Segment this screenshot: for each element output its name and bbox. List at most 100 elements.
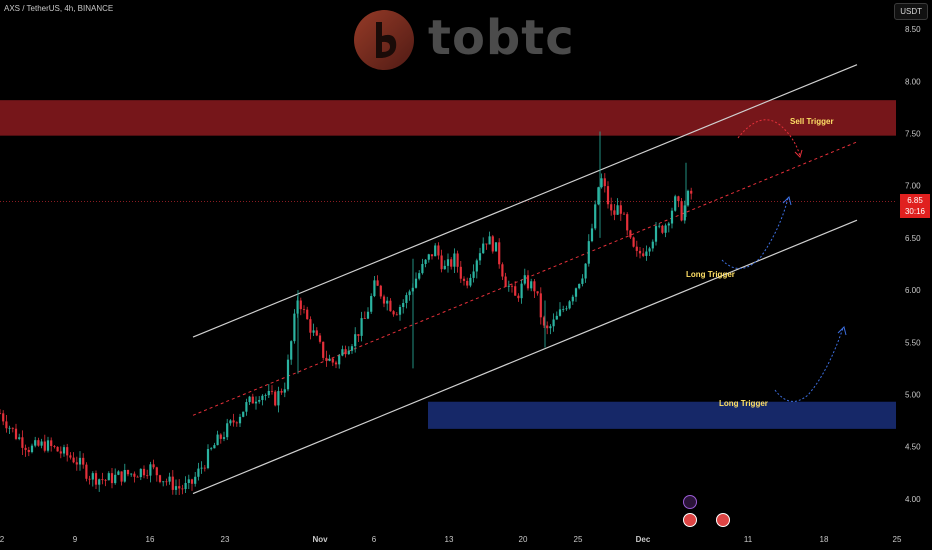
candle-body: [536, 291, 539, 294]
y-tick-label: 8.50: [905, 25, 921, 34]
quote-currency-button[interactable]: USDT: [894, 3, 928, 20]
candle-body: [590, 228, 594, 242]
candle-body: [558, 309, 562, 316]
candle-body: [530, 281, 533, 289]
candle-body: [123, 469, 126, 482]
candle-body: [485, 243, 488, 245]
candle-body: [267, 390, 270, 396]
candle-body: [645, 251, 648, 256]
candle-body: [354, 334, 357, 347]
candle-body: [635, 246, 638, 251]
long-trigger-label: Long Trigger: [719, 399, 768, 408]
candle-body: [206, 449, 210, 469]
candle-body: [104, 479, 107, 481]
candle-body: [101, 479, 104, 481]
candle-body: [280, 391, 283, 393]
candle-body: [302, 309, 306, 310]
y-tick-label: 6.50: [905, 234, 921, 243]
candle-body: [510, 285, 514, 287]
candle-body: [632, 237, 635, 247]
x-tick-label: Dec: [636, 535, 651, 544]
us-flag-event-icon[interactable]: [683, 513, 697, 527]
candle-body: [309, 319, 312, 333]
candle-body: [363, 318, 366, 319]
candle-body: [520, 283, 523, 299]
candle-body: [498, 242, 501, 265]
candle-body: [126, 469, 130, 475]
candle-body: [88, 478, 91, 480]
candle-body: [642, 253, 645, 256]
candle-body: [357, 334, 360, 336]
candle-body: [245, 402, 248, 412]
candle-body: [434, 245, 437, 257]
candle-body: [142, 468, 146, 476]
candle-body: [59, 451, 62, 454]
candle-body: [114, 474, 117, 484]
candle-body: [370, 296, 373, 312]
candle-body: [437, 245, 440, 256]
x-tick-label: 13: [445, 535, 454, 544]
symbol-title[interactable]: AXS / TetherUS, 4h, BINANCE: [4, 4, 114, 13]
candle-body: [53, 446, 56, 447]
candle-body: [459, 266, 462, 279]
candle-body: [683, 205, 686, 221]
candle-body: [658, 225, 661, 227]
y-tick-label: 5.50: [905, 338, 921, 347]
candle-body: [187, 479, 190, 483]
candle-body: [318, 335, 322, 342]
candle-body: [117, 471, 120, 475]
candle-body: [424, 259, 427, 264]
candle-body: [613, 210, 616, 215]
lightning-event-icon[interactable]: [683, 495, 697, 509]
candle-body: [18, 437, 21, 439]
candle-body: [395, 314, 398, 316]
candle-body: [373, 280, 376, 297]
candle-body: [334, 362, 338, 365]
candle-body: [555, 315, 558, 320]
candle-body: [526, 275, 530, 289]
candle-body: [37, 440, 40, 446]
candle-body: [30, 445, 34, 453]
candle-body: [216, 434, 219, 446]
candle-body: [238, 416, 242, 424]
candle-body: [517, 295, 520, 299]
candle-body: [392, 311, 395, 315]
long-trigger-arrow: [774, 327, 844, 402]
candle-body: [414, 278, 418, 288]
candle-body: [251, 396, 254, 404]
candle-body: [651, 241, 654, 249]
candle-body: [194, 476, 197, 484]
candle-body: [491, 236, 494, 252]
candle-body: [430, 254, 434, 257]
candle-body: [66, 447, 69, 456]
candle-body: [542, 317, 546, 326]
candle-body: [325, 357, 328, 361]
candle-body: [462, 278, 466, 281]
candle-body: [62, 447, 66, 454]
last-price-label: 6.85 30:16: [900, 194, 930, 219]
candle-body: [155, 467, 158, 476]
candle-body: [574, 288, 578, 297]
candle-body: [386, 300, 389, 304]
buy_zone: [428, 401, 896, 429]
candle-body: [133, 473, 136, 477]
candle-body: [286, 359, 290, 390]
candle-body: [11, 427, 14, 429]
candle-body: [578, 283, 581, 289]
candle-body: [69, 455, 72, 458]
candle-body: [338, 355, 341, 365]
y-tick-label: 8.00: [905, 77, 921, 86]
candle-body: [174, 486, 178, 490]
candle-body: [552, 319, 555, 327]
candle-body: [139, 468, 142, 478]
candle-body: [171, 476, 174, 490]
candle-body: [619, 205, 622, 214]
us-flag-event-icon[interactable]: [716, 513, 730, 527]
x-tick-label: Nov: [312, 535, 328, 544]
candle-body: [501, 264, 504, 277]
candle-body: [0, 413, 2, 415]
long-trigger-arrow-head: [837, 326, 847, 336]
candle-body: [443, 265, 446, 270]
candle-body: [366, 311, 370, 319]
